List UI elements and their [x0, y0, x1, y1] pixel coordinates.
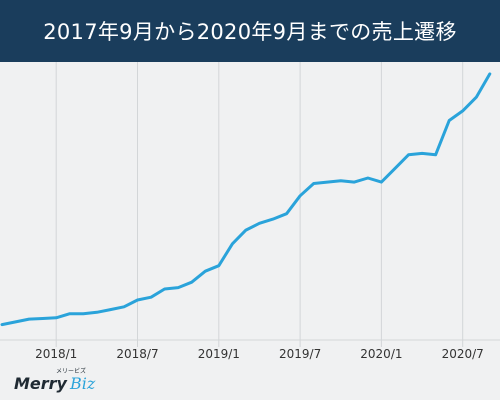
data-point — [380, 181, 383, 184]
x-axis-ticks: 2018/1 2018/7 2019/1 2019/7 2020/1 2020/7 — [35, 347, 484, 361]
x-tick-label: 2018/1 — [35, 347, 77, 361]
data-point — [14, 320, 17, 323]
data-point — [123, 305, 125, 308]
data-point — [272, 218, 274, 221]
data-point — [258, 222, 261, 225]
data-point — [244, 229, 247, 232]
data-point — [95, 311, 98, 314]
data-point — [285, 212, 288, 215]
data-point — [204, 270, 207, 273]
data-point — [312, 182, 315, 185]
series-line — [0, 72, 492, 327]
data-point — [136, 299, 139, 301]
x-tick-label: 2018/7 — [116, 347, 158, 361]
data-point — [231, 242, 234, 245]
line-chart: 2018/1 2018/7 2019/1 2019/7 2020/1 2020/7 — [0, 62, 500, 361]
chart-title: 2017年9月から2020年9月までの売上遷移 — [43, 20, 457, 44]
x-tick-label: 2019/7 — [279, 347, 321, 361]
data-point — [28, 318, 31, 321]
data-point — [407, 153, 410, 156]
data-point — [177, 286, 180, 289]
data-point — [434, 153, 437, 156]
series-group — [0, 72, 492, 327]
data-point — [475, 96, 478, 99]
data-point — [109, 308, 112, 311]
brand-logo-main: Merry — [14, 374, 67, 393]
brand-logo-kana: メリービズ — [56, 368, 87, 375]
data-point — [448, 119, 451, 122]
data-point — [299, 194, 302, 197]
data-point — [217, 264, 220, 267]
data-point — [55, 316, 58, 319]
data-point — [163, 288, 166, 290]
x-tick-label: 2020/7 — [442, 347, 484, 361]
brand-logo: メリービズ Merry Biz — [14, 368, 124, 396]
brand-logo-sub: Biz — [70, 374, 96, 393]
data-point — [326, 181, 329, 184]
data-point — [353, 181, 356, 184]
grid-lines — [0, 62, 500, 347]
data-point — [190, 281, 193, 284]
data-point — [421, 152, 424, 155]
x-tick-label: 2019/1 — [198, 347, 240, 361]
data-point — [41, 317, 44, 320]
data-point — [488, 72, 491, 75]
data-point — [366, 177, 369, 179]
x-tick-label: 2020/1 — [360, 347, 402, 361]
data-point — [461, 109, 464, 112]
data-point — [150, 296, 153, 299]
data-point — [394, 167, 396, 170]
data-point — [82, 312, 85, 315]
data-point — [68, 312, 71, 315]
data-point — [1, 323, 3, 326]
chart-header: 2017年9月から2020年9月までの売上遷移 — [0, 0, 500, 62]
data-point — [339, 179, 342, 182]
